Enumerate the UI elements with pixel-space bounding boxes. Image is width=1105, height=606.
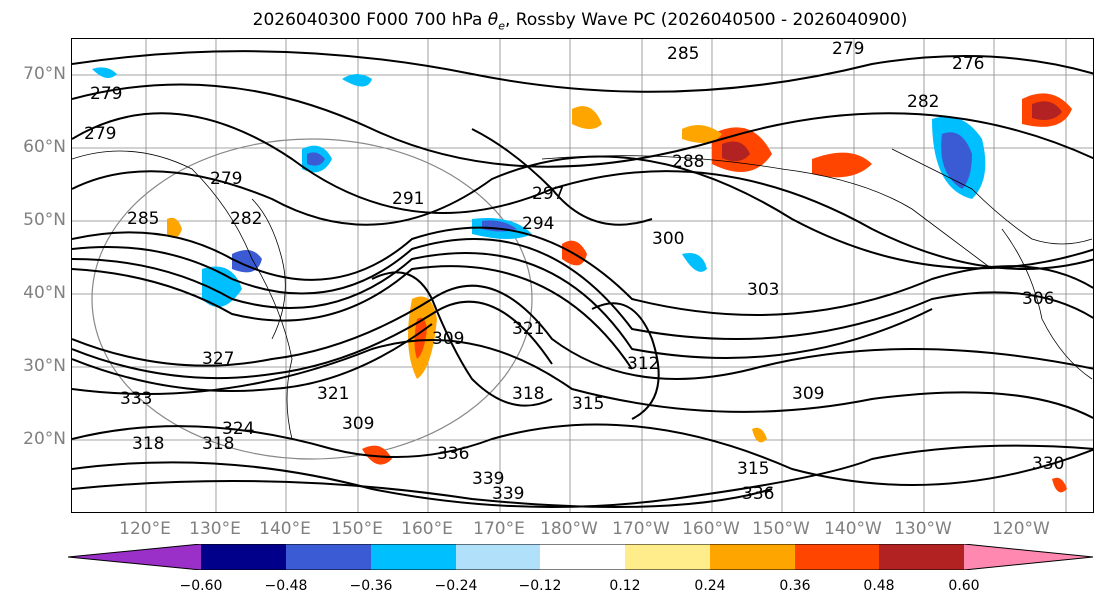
coastlines <box>72 148 1093 440</box>
colorbar-segment <box>625 544 710 570</box>
theta-e-contours <box>72 50 1093 508</box>
colorbar-tick: −0.24 <box>434 578 478 594</box>
contour-label: 282 <box>907 92 939 112</box>
contour-label: 279 <box>84 124 116 144</box>
contour-label: 279 <box>210 169 242 189</box>
lon-label: 180°W <box>540 519 598 539</box>
contour-label: 327 <box>202 349 234 369</box>
contour-label: 318 <box>132 434 164 454</box>
pc-shading <box>92 67 1072 493</box>
lon-label: 160°E <box>401 519 453 539</box>
lat-label: 20°N <box>23 429 66 449</box>
colorbar-extend-low <box>68 544 201 570</box>
lat-label: 60°N <box>23 137 66 157</box>
colorbar-tick: 0.60 <box>948 578 980 594</box>
contour-label: 336 <box>742 484 774 504</box>
range-ring <box>91 138 533 460</box>
lat-label: 40°N <box>23 283 66 303</box>
lon-label: 120°W <box>992 519 1050 539</box>
colorbar-extend-high <box>964 544 1093 570</box>
colorbar-tick: −0.36 <box>349 578 393 594</box>
lon-label: 150°E <box>331 519 383 539</box>
colorbar-segment <box>286 544 371 570</box>
lon-label: 120°E <box>119 519 171 539</box>
colorbar-segment <box>879 544 964 570</box>
colorbar-outline <box>68 544 1094 570</box>
lat-label: 50°N <box>23 210 66 230</box>
colorbar-segment <box>540 544 625 570</box>
lon-label: 140°W <box>824 519 882 539</box>
map-canvas: 279 279 279 282 285 276 282 279 285 288 … <box>72 39 1093 512</box>
contour-labels: 279 279 279 282 285 276 282 279 285 288 … <box>84 39 1064 504</box>
contour-label: 285 <box>127 209 159 229</box>
contour-label: 282 <box>230 209 262 229</box>
contour-label: 303 <box>747 280 779 300</box>
colorbar-segment <box>795 544 879 570</box>
contour-label: 318 <box>512 384 544 404</box>
colorbar-segment <box>456 544 540 570</box>
contour-label: 279 <box>90 84 122 104</box>
lon-label: 130°E <box>189 519 241 539</box>
contour-label: 288 <box>672 152 704 172</box>
contour-label: 297 <box>532 184 564 204</box>
contour-label: 279 <box>832 39 864 59</box>
figure-title: 2026040300 F000 700 hPa θe, Rossby Wave … <box>252 10 908 33</box>
colorbar-segment <box>371 544 456 570</box>
contour-label: 330 <box>1032 454 1064 474</box>
lon-label: 170°W <box>612 519 670 539</box>
graticule <box>72 39 1093 512</box>
colorbar-tick: 0.48 <box>863 578 895 594</box>
colorbar-tick: 0.36 <box>779 578 811 594</box>
contour-label: 285 <box>667 44 699 64</box>
contour-label: 324 <box>222 419 254 439</box>
colorbar-tick: 0.12 <box>609 578 641 594</box>
map-panel: 279 279 279 282 285 276 282 279 285 288 … <box>71 38 1094 513</box>
colorbar-tick: 0.24 <box>694 578 726 594</box>
contour-label: 309 <box>432 329 464 349</box>
contour-label: 321 <box>512 319 544 339</box>
lon-label: 150°W <box>752 519 810 539</box>
contour-label: 339 <box>472 469 504 489</box>
contour-label: 300 <box>652 229 684 249</box>
contour-label: 291 <box>392 189 424 209</box>
lon-label: 170°E <box>473 519 525 539</box>
colorbar <box>68 544 1094 570</box>
contour-label: 318 <box>202 434 234 454</box>
lon-label: 160°W <box>682 519 740 539</box>
contour-label: 309 <box>342 414 374 434</box>
contour-label: 336 <box>437 444 469 464</box>
contour-label: 321 <box>317 384 349 404</box>
contour-label: 315 <box>737 459 769 479</box>
contour-label: 276 <box>952 54 984 74</box>
contour-label: 339 <box>492 484 524 504</box>
contour-label: 312 <box>627 354 659 374</box>
contour-label: 309 <box>792 384 824 404</box>
colorbar-tick: −0.60 <box>179 578 223 594</box>
colorbar-tick: −0.12 <box>518 578 562 594</box>
lon-label: 130°W <box>894 519 952 539</box>
lat-label: 30°N <box>23 356 66 376</box>
contour-label: 333 <box>120 389 152 409</box>
contour-label: 315 <box>572 394 604 414</box>
colorbar-segment <box>201 544 286 570</box>
lon-label: 140°E <box>259 519 311 539</box>
contour-label: 294 <box>522 214 554 234</box>
lat-label: 70°N <box>23 64 66 84</box>
colorbar-segment <box>710 544 795 570</box>
colorbar-tick: −0.48 <box>264 578 308 594</box>
contour-label: 306 <box>1022 289 1054 309</box>
